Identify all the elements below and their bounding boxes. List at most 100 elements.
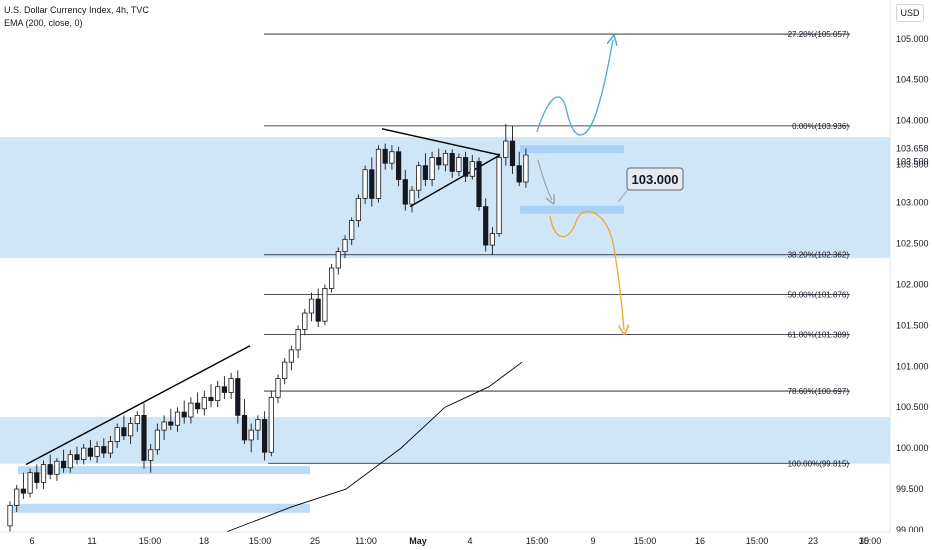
candle-body-51 [349, 220, 355, 240]
candle-body-59 [402, 179, 408, 205]
candle-body-22 [154, 429, 160, 451]
y-tick-5: 102.500 [896, 238, 929, 248]
candle-body-64 [436, 157, 442, 166]
indicator-label[interactable]: EMA (200, close, 0) [4, 18, 83, 28]
x-tick-5: 25 [310, 536, 320, 546]
price-label-1: 103.500 [896, 160, 929, 170]
y-tick-0: 105.000 [896, 34, 929, 44]
fib-label-5: 78.60%(100.697) [788, 387, 850, 396]
candle-body-5 [40, 464, 47, 483]
candle-body-69 [469, 161, 475, 177]
candle-body-21 [148, 449, 154, 461]
candle-body-6 [47, 464, 53, 475]
candle-body-25 [174, 411, 181, 426]
candle-body-23 [161, 421, 167, 431]
price-label-0: 103.658 [896, 144, 929, 154]
x-tick-6: 11:00 [355, 536, 377, 546]
support-zone-1 [0, 417, 890, 464]
fib-label-1: 0.00%(103.936) [792, 122, 849, 131]
candle-body-9 [67, 454, 73, 469]
candle-body-17 [121, 427, 127, 437]
candle-body-61 [416, 165, 422, 191]
candle-body-74 [503, 140, 509, 158]
x-tick-11: 15:00 [634, 536, 657, 546]
x-tick-4: 15:00 [249, 536, 272, 546]
x-tick-7: May [409, 536, 427, 546]
candle-body-14 [101, 446, 107, 454]
fib-label-6: 100.00%(99.815) [788, 459, 850, 468]
x-tick-1: 11 [87, 536, 96, 546]
triangle-lower-line [409, 154, 501, 208]
candle-body-4 [34, 472, 40, 483]
candle-body-75 [509, 140, 516, 167]
candle-body-45 [308, 298, 315, 314]
candle-body-52 [355, 198, 362, 221]
candle-body-40 [275, 378, 281, 398]
candle-body-41 [282, 361, 288, 379]
candle-body-71 [483, 206, 489, 246]
y-tick-6: 102.000 [896, 279, 929, 289]
candle-body-33 [228, 378, 234, 393]
candle-body-58 [395, 151, 402, 180]
x-tick-14: 23 [808, 536, 818, 546]
candle-body-24 [168, 421, 174, 426]
candle-body-65 [442, 152, 449, 166]
candle-body-3 [27, 472, 33, 494]
candle-body-11 [81, 447, 87, 460]
time-axis-bg [0, 532, 932, 550]
candle-body-26 [181, 411, 187, 418]
arrows-layer: 103.000 [536, 40, 684, 330]
candle-body-56 [382, 148, 388, 164]
candle-body-68 [462, 157, 469, 177]
x-tick-3: 18 [199, 536, 209, 546]
symbol-title[interactable]: U.S. Dollar Currency Index, 4h, TVC [4, 5, 149, 15]
y-tick-3: 103.500 [896, 157, 929, 167]
candle-body-60 [409, 189, 415, 205]
x-tick-12: 16 [695, 536, 705, 546]
y-tick-1: 104.500 [896, 75, 929, 85]
candle-body-36 [248, 429, 254, 441]
x-tick-9: 15:00 [526, 536, 549, 546]
fib-label-0: −27.20%(105.057) [783, 30, 849, 39]
candle-body-34 [235, 378, 241, 416]
candle-body-73 [496, 157, 502, 235]
candle-body-66 [449, 152, 455, 172]
ema-layer [224, 361, 523, 533]
ema-line [224, 361, 523, 533]
candle-body-2 [20, 488, 27, 494]
y-tick-7: 101.500 [896, 320, 929, 330]
currency-button[interactable]: USD [896, 4, 924, 22]
candle-body-54 [369, 169, 375, 199]
candle-body-13 [94, 446, 100, 457]
candle-body-1 [14, 488, 20, 506]
candle-body-53 [362, 169, 368, 199]
price-axis-bg [890, 0, 932, 550]
callout-label: 103.000 [632, 172, 679, 187]
candle-body-28 [194, 402, 201, 410]
candle-body-30 [208, 396, 214, 402]
candle-body-32 [221, 386, 227, 393]
candle-body-16 [114, 427, 120, 442]
x-tick-13: 15:00 [746, 536, 769, 546]
y-tick-11: 99.500 [896, 484, 924, 494]
x-tick-16: 30 [859, 536, 869, 546]
fib-label-3: 50.00%(101.876) [788, 291, 850, 300]
x-tick-0: 6 [29, 536, 34, 546]
candle-body-10 [74, 454, 80, 460]
candle-body-42 [288, 349, 295, 363]
fib-label-2: 38.20%(102.362) [788, 251, 850, 260]
candle-body-35 [241, 414, 248, 441]
callout-box [626, 167, 684, 191]
fib-label-4: 61.80%(101.389) [788, 330, 850, 339]
candle-body-62 [422, 165, 429, 180]
x-tick-2: 15:00 [139, 536, 162, 546]
sub-zone-lower [12, 503, 310, 513]
candle-body-63 [429, 157, 435, 180]
candle-body-0 [7, 505, 13, 527]
candle-body-70 [476, 161, 482, 207]
sub-zone-upper [18, 466, 310, 475]
drawings-layer [25, 128, 501, 466]
candle-body-31 [215, 386, 221, 402]
